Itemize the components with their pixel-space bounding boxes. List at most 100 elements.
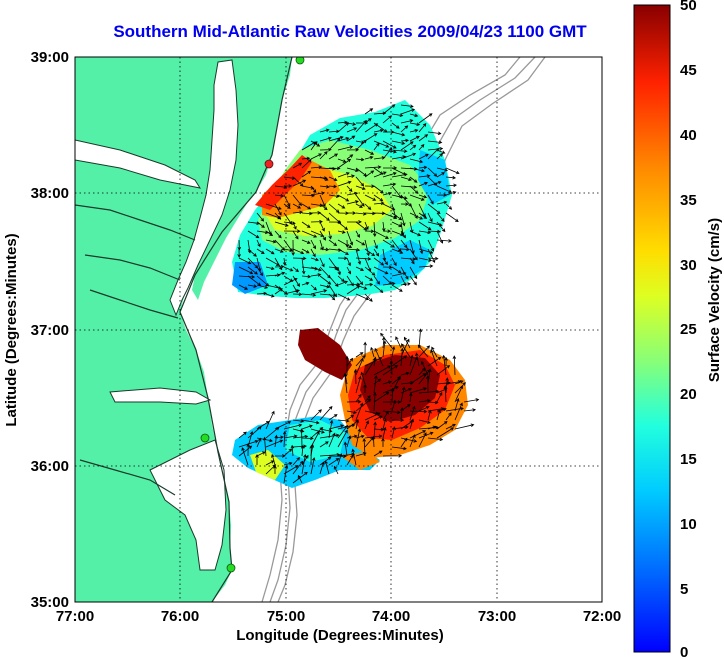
velocity-arrow (382, 212, 398, 220)
velocity-arrow (418, 181, 428, 187)
velocity-arrow (319, 221, 325, 232)
colorbar-tick: 50 (680, 0, 697, 14)
velocity-arrow (400, 119, 414, 124)
velocity-arrow (373, 230, 389, 239)
bathymetry-contours (261, 57, 546, 602)
velocity-arrow (346, 257, 351, 267)
velocity-arrow (301, 419, 320, 425)
velocity-arrow (262, 436, 267, 457)
velocity-arrow (426, 375, 430, 394)
velocity-arrow (418, 153, 429, 160)
y-tick-label: 39:00 (31, 49, 69, 66)
velocity-arrow (420, 360, 429, 376)
velocity-arrow (283, 289, 301, 295)
velocity-arrow (382, 418, 387, 430)
velocity-arrow (301, 274, 312, 279)
velocity-arrow (301, 239, 311, 244)
x-tick-label: 74:00 (372, 608, 410, 625)
velocity-arrow (454, 385, 464, 403)
velocity-arrow (310, 431, 320, 448)
velocity-arrow (310, 153, 322, 160)
velocity-arrow (391, 131, 406, 137)
velocity-arrow (391, 271, 407, 277)
velocity-arrow (337, 230, 346, 234)
y-tick-label: 37:00 (31, 322, 69, 339)
velocity-arrow (301, 230, 318, 238)
velocity-arrow (355, 203, 363, 208)
velocity-arrow (292, 419, 305, 423)
velocity-arrow (337, 266, 342, 276)
velocity-arrow (301, 211, 313, 216)
velocity-arrow (355, 393, 362, 403)
velocity-arrow (297, 474, 303, 484)
velocity-arrow (328, 137, 341, 151)
velocity-arrow (333, 465, 339, 475)
velocity-arrow (301, 170, 312, 178)
velocity-arrow (337, 172, 350, 178)
x-tick-label: 73:00 (478, 608, 516, 625)
velocity-arrow (337, 122, 350, 133)
velocity-arrow (391, 140, 406, 145)
velocity-arrow (237, 248, 241, 258)
velocity-arrow (436, 221, 446, 233)
velocity-arrow (400, 347, 404, 367)
velocity-arrow (337, 424, 349, 439)
velocity-arrow (324, 460, 330, 475)
velocity-arrow (319, 212, 330, 221)
velocity-arrow (409, 373, 427, 385)
velocity-arrow (310, 140, 318, 151)
velocity-arrow (292, 230, 299, 240)
velocity-arrow (409, 135, 420, 142)
velocity-arrow (346, 357, 354, 367)
velocity-arrow (364, 358, 376, 376)
velocity-arrow (292, 256, 307, 261)
velocity-arrow (418, 123, 427, 133)
velocity-arrow (436, 167, 449, 172)
velocity-arrow (445, 406, 464, 412)
velocity-arrow (400, 437, 418, 443)
velocity-arrow (390, 387, 395, 403)
velocity-arrow (337, 158, 347, 163)
velocity-arrow (391, 172, 408, 178)
velocity-arrow (382, 340, 387, 358)
velocity-arrow (436, 200, 448, 205)
y-tick-label: 35:00 (31, 594, 69, 611)
velocity-arrow (292, 457, 300, 466)
velocity-arrow (409, 392, 413, 403)
velocity-arrow (454, 380, 464, 385)
velocity-arrow (418, 345, 431, 358)
y-axis-label: Latitude (Degrees:Minutes) (3, 233, 20, 426)
velocity-arrow (346, 200, 359, 205)
colorbar: 50 45 40 35 30 25 20 15 10 5 0 Surface V… (633, 0, 723, 659)
velocity-arrow (355, 402, 364, 421)
velocity-arrow (400, 230, 406, 239)
velocity-arrow (400, 104, 414, 108)
velocity-arrow (355, 352, 364, 358)
velocity-arrow (265, 248, 275, 255)
velocity-arrow (292, 444, 307, 449)
velocity-arrow (319, 194, 326, 208)
velocity-arrow (255, 454, 259, 466)
velocity-arrow (328, 166, 341, 171)
velocity-arrow (292, 221, 297, 230)
colorbar-scale (633, 4, 671, 653)
velocity-arrow (454, 423, 475, 430)
velocity-arrow (274, 230, 282, 239)
velocity-arrow (337, 203, 346, 209)
velocity-arrow (328, 239, 338, 246)
station-marker (226, 563, 236, 573)
velocity-arrow (237, 239, 242, 251)
velocity-arrow (400, 202, 409, 206)
velocity-arrow (364, 165, 382, 169)
river-neuse (79, 459, 176, 496)
velocity-arrow (246, 442, 250, 457)
velocity-arrow (391, 257, 397, 267)
velocity-arrow (310, 191, 326, 196)
velocity-arrow (292, 248, 305, 255)
velocity-arrow (382, 400, 402, 404)
velocity-arrow (256, 451, 266, 457)
velocity-arrow (382, 365, 399, 376)
velocity-arrow (355, 428, 362, 448)
velocity-arrow (319, 257, 325, 268)
velocity-arrow (310, 273, 322, 277)
